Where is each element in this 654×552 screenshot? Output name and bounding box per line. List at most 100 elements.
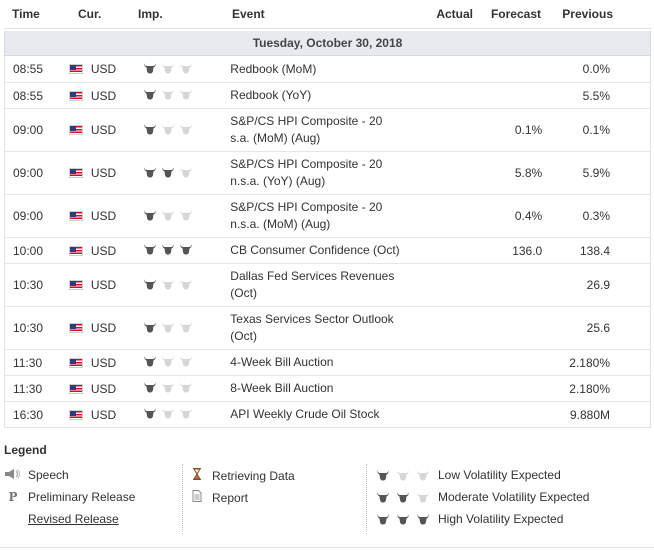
table-body: 08:55 USD Redbook (MoM) 0.0% 08:55 USD Redbook… [4,56,651,428]
us-flag-icon [68,357,83,368]
legend-revised-label: Revised Release [28,512,119,526]
event-importance [139,209,227,224]
table-row[interactable]: 11:30 USD 4-Week Bill Auction 2.180% [5,349,650,375]
event-name-line2: n.s.a. (MoM) (Aug) [230,217,331,231]
table-row[interactable]: 10:30 USD Dallas Fed Services Revenues (Oct… [5,263,650,306]
bull-icon-active [143,209,157,221]
event-name-line1: API Weekly Crude Oil Stock [230,407,380,421]
event-name[interactable]: S&P/CS HPI Composite - 20 n.s.a. (YoY) (A… [226,156,413,190]
bull-icon-active [143,123,157,135]
hourglass-icon [188,468,206,483]
table-row[interactable]: 09:00 USD S&P/CS HPI Composite - 20 n.s.a. … [5,151,650,194]
currency-code: USD [90,243,117,258]
legend-retrieving-label: Retrieving Data [212,468,295,483]
event-name[interactable]: S&P/CS HPI Composite - 20 n.s.a. (MoM) (A… [226,199,413,233]
currency-code: USD [90,123,117,137]
event-name[interactable]: Texas Services Sector Outlook (Oct) [226,311,413,345]
event-name[interactable]: API Weekly Crude Oil Stock [226,406,413,423]
event-importance [139,355,227,370]
bull-icon-inactive [161,88,175,100]
legend-low: Low Volatility Expected [376,468,561,482]
bull-icon-inactive [179,88,193,100]
event-name-line1: 4-Week Bill Auction [230,355,334,369]
currency-code: USD [90,278,117,292]
bull-icon-active [143,243,157,255]
legend-divider-2 [366,464,367,534]
event-name-line1: Dallas Fed Services Revenues [230,269,395,283]
table-row[interactable]: 09:00 USD S&P/CS HPI Composite - 20 s.a. (M… [5,108,650,151]
event-currency: USD [68,123,139,137]
legend-high-label: High Volatility Expected [438,512,564,526]
event-name-line2: n.s.a. (YoY) (Aug) [230,174,326,188]
header-actual[interactable]: Actual [436,7,473,21]
legend-high: High Volatility Expected [376,512,563,526]
event-forecast: 136.0 [512,243,543,258]
us-flag-icon [68,280,83,290]
legend-title: Legend [4,443,47,457]
us-flag-icon [68,90,83,101]
event-name-line1: S&P/CS HPI Composite - 20 [230,200,383,214]
us-flag-icon [68,245,83,256]
us-flag-icon [68,409,83,420]
speaker-icon [4,468,22,482]
bull-icon-active [376,469,390,481]
table-row[interactable]: 11:30 USD 8-Week Bill Auction 2.180% [5,375,650,401]
event-name-line1: 8-Week Bill Auction [230,381,334,395]
legend-speech: Speech [4,468,69,482]
currency-code: USD [90,407,117,422]
event-name[interactable]: 8-Week Bill Auction [226,380,413,397]
table-row[interactable]: 10:30 USD Texas Services Sector Outlook (Oc… [5,306,650,349]
bull-icon-active [143,321,157,333]
event-importance [139,407,227,422]
us-flag-icon [68,168,83,178]
bull-icon-inactive [179,381,193,393]
event-name-line1: Redbook (YoY) [230,88,312,102]
bull-icon-inactive [416,491,430,503]
us-flag-icon [68,211,83,221]
event-importance [139,88,227,103]
table-row[interactable]: 16:30 USD API Weekly Crude Oil Stock 9.880M [5,401,650,427]
event-previous: 5.9% [582,166,610,180]
event-time: 10:30 [13,321,44,335]
currency-code: USD [90,166,117,180]
bull-icon-active [143,355,157,367]
header-previous[interactable]: Previous [562,7,613,21]
event-name-line2: s.a. (MoM) (Aug) [230,131,321,145]
table-row[interactable]: 09:00 USD S&P/CS HPI Composite - 20 n.s.a. … [5,194,650,237]
bull-icon-active [143,278,157,290]
economic-calendar: Time Cur. Imp. Event Actual Forecast Pre… [4,0,651,428]
event-name[interactable]: S&P/CS HPI Composite - 20 s.a. (MoM) (Aug… [226,113,413,147]
event-currency: USD [68,407,139,422]
table-row[interactable]: 08:55 USD Redbook (YoY) 5.5% [5,82,650,108]
event-currency: USD [68,356,139,370]
event-importance [139,62,227,77]
us-flag-icon [68,64,83,74]
legend-revised: Revised Release [4,512,119,526]
bull-icon-inactive [161,321,175,333]
event-name-line2: (Oct) [230,329,257,343]
event-name[interactable]: Dallas Fed Services Revenues (Oct) [226,268,413,302]
header-currency[interactable]: Cur. [78,7,102,21]
bull-icon-inactive [179,407,193,419]
bull-icon-active [376,491,390,503]
event-name[interactable]: Redbook (YoY) [226,87,413,104]
bull-icon-inactive [179,62,193,74]
event-name[interactable]: 4-Week Bill Auction [226,354,413,371]
us-flag-icon [68,323,83,333]
event-name[interactable]: Redbook (MoM) [226,61,413,78]
table-row[interactable]: 10:00 USD CB Consumer Confidence (Oct) 136.… [5,237,650,263]
header-importance[interactable]: Imp. [138,7,163,21]
currency-code: USD [90,209,117,223]
table-row[interactable]: 08:55 USD Redbook (MoM) 0.0% [5,56,650,82]
event-previous: 2.180% [569,355,610,370]
bull-icon-inactive [179,166,193,178]
header-time[interactable]: Time [12,7,40,21]
us-flag-icon [68,383,83,394]
event-time: 11:30 [13,381,43,396]
event-name[interactable]: CB Consumer Confidence (Oct) [226,242,413,259]
header-event[interactable]: Event [232,7,265,21]
bull-icon-active [376,513,390,525]
header-forecast[interactable]: Forecast [490,7,541,21]
bull-icon-inactive [161,209,175,221]
bull-icon-active [396,513,410,525]
